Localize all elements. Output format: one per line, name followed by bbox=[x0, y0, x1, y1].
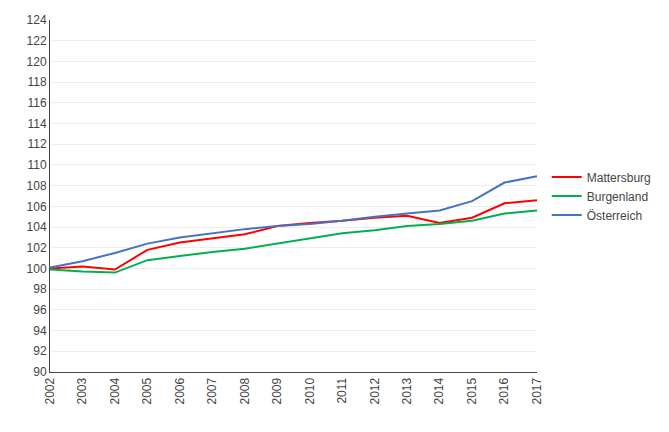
svg-text:94: 94 bbox=[33, 324, 47, 338]
svg-text:2002: 2002 bbox=[43, 377, 57, 404]
svg-text:102: 102 bbox=[27, 241, 47, 255]
svg-text:106: 106 bbox=[27, 200, 47, 214]
svg-text:108: 108 bbox=[27, 179, 47, 193]
svg-text:2005: 2005 bbox=[140, 377, 154, 404]
svg-text:90: 90 bbox=[33, 365, 47, 379]
svg-text:120: 120 bbox=[27, 55, 47, 69]
svg-text:2015: 2015 bbox=[465, 377, 479, 404]
svg-text:2007: 2007 bbox=[205, 377, 219, 404]
svg-text:2016: 2016 bbox=[497, 377, 511, 404]
svg-text:Österreich: Österreich bbox=[587, 209, 642, 223]
svg-text:110: 110 bbox=[27, 158, 46, 172]
svg-text:2008: 2008 bbox=[238, 377, 252, 404]
svg-text:96: 96 bbox=[33, 303, 47, 317]
svg-text:2006: 2006 bbox=[173, 377, 187, 404]
svg-text:2009: 2009 bbox=[270, 377, 284, 404]
svg-text:Mattersburg: Mattersburg bbox=[587, 171, 651, 185]
svg-text:122: 122 bbox=[27, 34, 47, 48]
svg-text:104: 104 bbox=[27, 220, 47, 234]
svg-text:2013: 2013 bbox=[400, 377, 414, 404]
svg-text:2010: 2010 bbox=[303, 377, 317, 404]
svg-text:114: 114 bbox=[27, 117, 46, 131]
svg-text:100: 100 bbox=[27, 262, 47, 276]
svg-text:2004: 2004 bbox=[108, 377, 122, 404]
svg-text:116: 116 bbox=[27, 96, 46, 110]
svg-text:2017: 2017 bbox=[530, 377, 544, 404]
svg-text:92: 92 bbox=[33, 344, 47, 358]
svg-text:112: 112 bbox=[27, 137, 46, 151]
svg-text:2011: 2011 bbox=[335, 377, 349, 403]
svg-text:124: 124 bbox=[27, 13, 47, 27]
svg-text:Burgenland: Burgenland bbox=[587, 190, 648, 204]
svg-text:98: 98 bbox=[33, 282, 47, 296]
svg-text:118: 118 bbox=[27, 75, 46, 89]
svg-text:2003: 2003 bbox=[75, 377, 89, 404]
svg-text:2014: 2014 bbox=[433, 377, 447, 404]
svg-text:2012: 2012 bbox=[368, 377, 382, 404]
